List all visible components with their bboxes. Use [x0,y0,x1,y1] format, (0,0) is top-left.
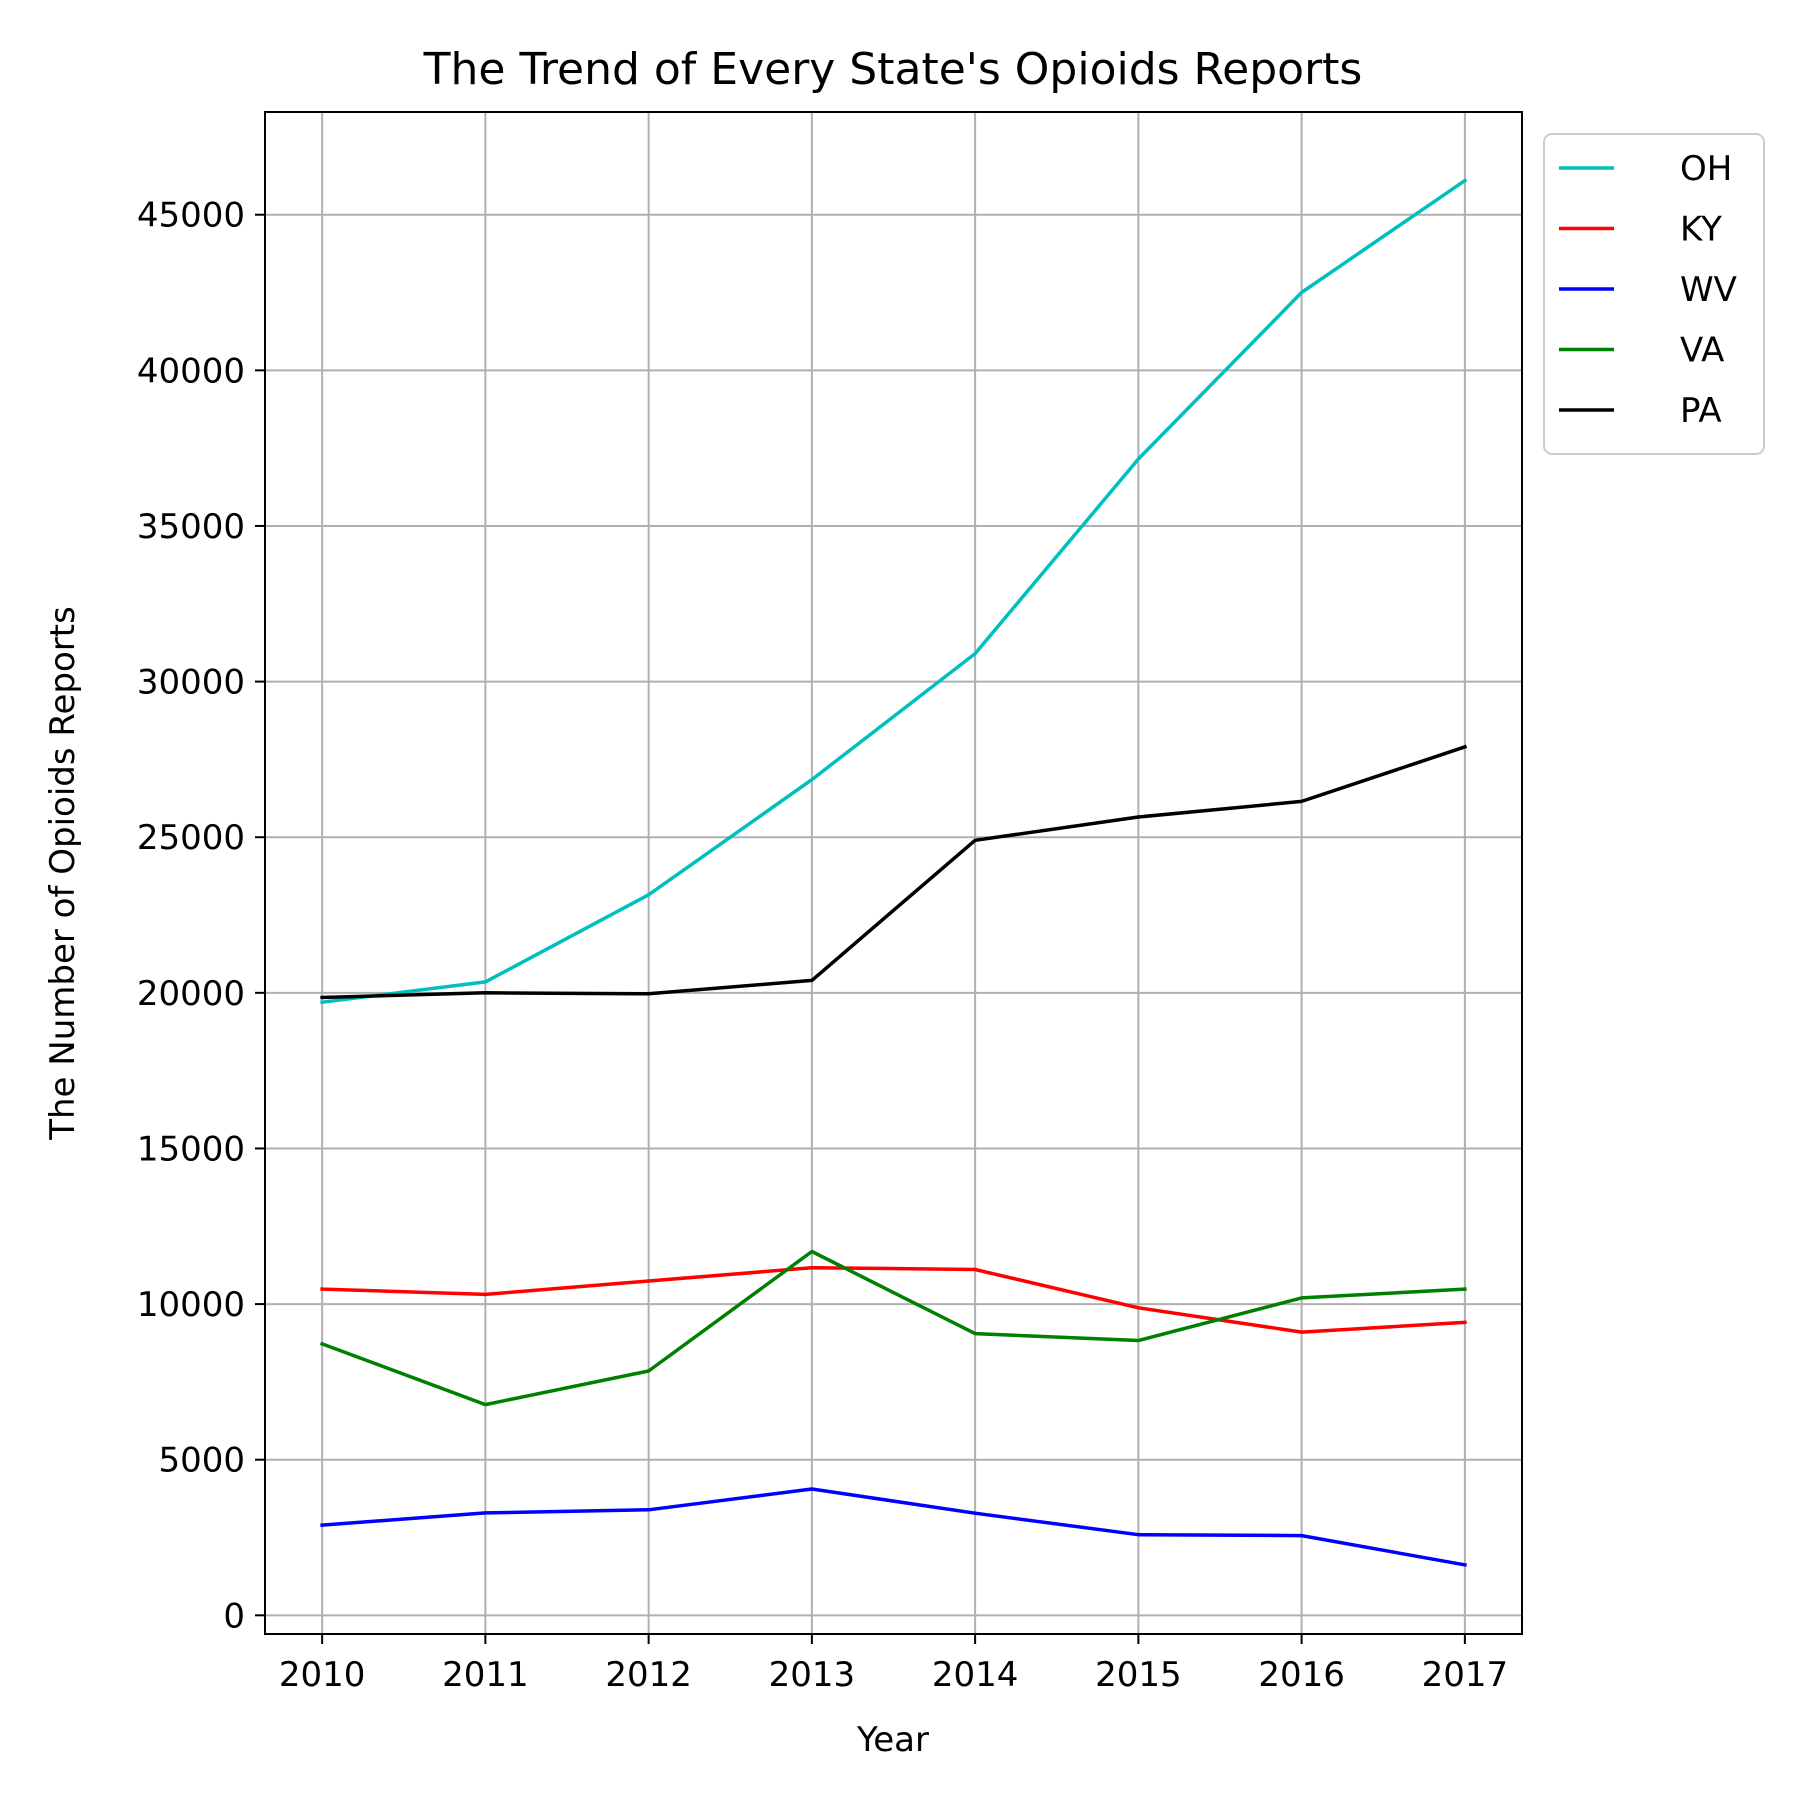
y-tick-label: 25000 [137,818,245,858]
series-line-ky [320,1265,1467,1334]
y-tick-label: 10000 [137,1285,245,1325]
x-tick-label: 2013 [769,1655,856,1695]
x-axis-ticks: 2010 2011 2012 2013 2014 2015 2016 2017 [279,1634,1508,1695]
y-tick-label: 45000 [137,196,245,236]
y-tick-label: 30000 [137,663,245,703]
y-tick-label: 0 [223,1596,245,1636]
legend-label-oh: OH [1680,149,1732,189]
y-tick-label: 40000 [137,351,245,391]
legend-box [1543,133,1765,455]
y-tick-label: 5000 [158,1441,245,1481]
legend-label-va: VA [1680,331,1724,371]
legend-label-ky: KY [1680,210,1722,250]
x-axis-label: Year [856,1720,929,1760]
grid [265,112,1522,1634]
legend-label-wv: WV [1680,270,1737,310]
y-tick-label: 20000 [137,974,245,1014]
series-line-wv [320,1487,1467,1567]
legend: OH KY WV VA PA [1543,133,1765,455]
legend-label-pa: PA [1680,391,1722,431]
x-tick-label: 2012 [605,1655,692,1695]
series-line-pa [320,744,1468,1000]
x-tick-label: 2015 [1095,1655,1182,1695]
x-tick-label: 2011 [442,1655,529,1695]
x-tick-label: 2010 [279,1655,366,1695]
x-tick-label: 2014 [932,1655,1019,1695]
x-tick-label: 2016 [1258,1655,1345,1695]
series-line-va [319,1249,1467,1407]
y-tick-label: 35000 [137,507,245,547]
series-lines [319,178,1468,1567]
y-tick-label: 15000 [137,1129,245,1169]
chart-title: The Trend of Every State's Opioids Repor… [423,44,1363,95]
y-axis-label: The Number of Opioids Reports [43,606,83,1141]
y-axis-ticks: 0 5000 10000 15000 20000 25000 30000 35000 40000… [137,196,265,1636]
x-tick-label: 2017 [1422,1655,1509,1695]
series-line-oh [320,178,1468,1005]
plot-area-frame [264,111,1523,1635]
